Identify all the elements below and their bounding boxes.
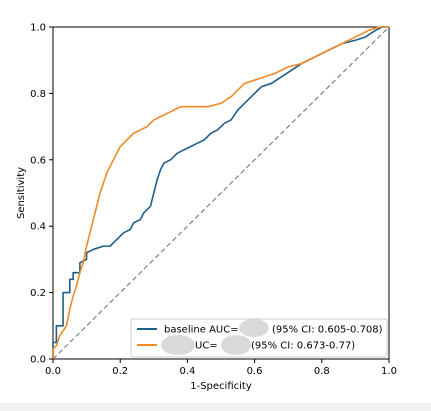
legend-box (130, 318, 388, 358)
redaction-blur (239, 319, 269, 337)
x-axis-label: 1-Specificity (190, 381, 252, 392)
redaction-blur (161, 335, 195, 355)
y-tick-label: 0.4 (30, 222, 46, 233)
y-axis-label: Sensitivity (16, 167, 27, 219)
x-axis-ticks: 0.0 0.2 0.4 0.6 0.8 1.0 (45, 359, 397, 377)
y-tick-label: 0.8 (30, 89, 46, 100)
roc-curve-model (52, 26, 389, 359)
y-axis-ticks: 0.0 0.2 0.4 0.6 0.8 1.0 (30, 23, 53, 366)
x-tick-label: 0.8 (314, 366, 330, 377)
roc-curve-baseline (52, 26, 389, 359)
y-tick-label: 1.0 (30, 23, 46, 34)
x-tick-label: 1.0 (381, 366, 397, 377)
x-tick-label: 0.6 (247, 366, 263, 377)
reference-diagonal-line (52, 26, 390, 360)
legend-label-baseline-ci: (95% CI: 0.605-0.708) (272, 325, 383, 336)
redaction-blur (221, 335, 251, 355)
legend-label-baseline-name: baseline AUC= (164, 325, 239, 336)
y-tick-label: 0.0 (30, 355, 46, 366)
legend: baseline AUC= (95% CI: 0.605-0.708) UC= … (130, 318, 388, 358)
y-tick-label: 0.6 (30, 155, 46, 166)
legend-label-model-prefix: UC= (195, 341, 218, 352)
x-tick-label: 0.4 (179, 366, 195, 377)
reference-diagonal (52, 26, 390, 360)
x-tick-label: 0.0 (45, 366, 61, 377)
y-tick-label: 0.2 (30, 288, 46, 299)
x-tick-label: 0.2 (112, 366, 128, 377)
series-lines (52, 26, 389, 359)
plot-area-frame (52, 26, 390, 360)
legend-label-model-ci: (95% CI: 0.673-0.77) (251, 341, 355, 352)
window-bottom-strip (0, 403, 431, 411)
